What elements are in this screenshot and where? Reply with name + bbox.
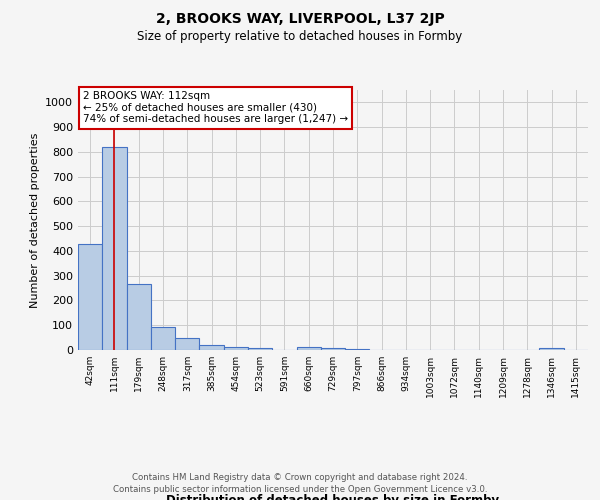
Bar [102,147,127,350]
Bar [175,338,199,350]
Bar [345,349,370,350]
Text: Contains HM Land Registry data © Crown copyright and database right 2024.: Contains HM Land Registry data © Crown c… [132,472,468,482]
Bar [127,284,151,350]
Text: 2, BROOKS WAY, LIVERPOOL, L37 2JP: 2, BROOKS WAY, LIVERPOOL, L37 2JP [155,12,445,26]
Text: Size of property relative to detached houses in Formby: Size of property relative to detached ho… [137,30,463,43]
X-axis label: Distribution of detached houses by size in Formby: Distribution of detached houses by size … [166,494,500,500]
Bar [224,347,248,350]
Bar [539,348,564,350]
Y-axis label: Number of detached properties: Number of detached properties [29,132,40,308]
Bar [248,348,272,350]
Bar [321,348,345,350]
Bar [199,345,224,350]
Bar [151,327,175,350]
Text: 2 BROOKS WAY: 112sqm
← 25% of detached houses are smaller (430)
74% of semi-deta: 2 BROOKS WAY: 112sqm ← 25% of detached h… [83,92,348,124]
Bar [78,244,102,350]
Bar [296,347,321,350]
Text: Contains public sector information licensed under the Open Government Licence v3: Contains public sector information licen… [113,485,487,494]
